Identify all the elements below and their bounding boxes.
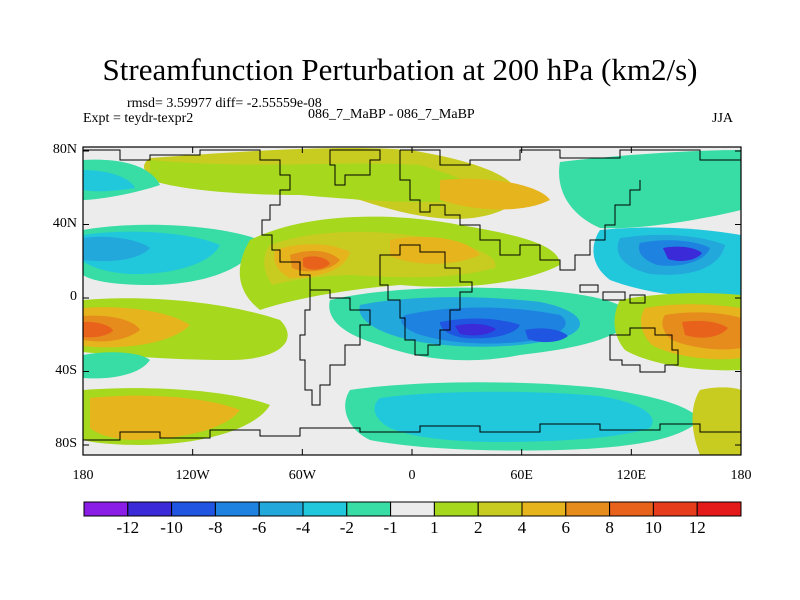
colorbar-label: -1: [383, 518, 398, 537]
coastline-outlines: [83, 149, 741, 441]
australia-outline: [609, 327, 679, 373]
field-region: [374, 391, 653, 442]
field-region: [692, 387, 741, 455]
colorbar-label: 6: [561, 518, 571, 537]
y-tick-label: 80N: [52, 142, 77, 157]
colorbar-label: 8: [605, 518, 614, 537]
colorbar-swatch: [521, 501, 567, 517]
africa-outline: [379, 244, 473, 356]
colorbar-swatch: [302, 501, 348, 517]
colorbar-label: -6: [252, 518, 267, 537]
field-region: [559, 150, 741, 229]
colorbar-label: 10: [644, 518, 662, 537]
y-tick-label: 0: [70, 289, 77, 304]
x-tick-label: 0: [408, 468, 416, 483]
north-america-outline: [83, 149, 311, 290]
colorbar-label: -4: [295, 518, 311, 537]
colorbar-label: -12: [116, 518, 140, 537]
colorbar-swatch: [214, 501, 260, 517]
y-tick-label: 40S: [55, 362, 77, 378]
colorbar-swatch: [652, 501, 698, 517]
field-region: [90, 395, 240, 440]
field-region: [150, 160, 478, 203]
colorbar-label: -2: [339, 518, 354, 537]
colorbar-swatch: [346, 501, 392, 517]
field-region: [83, 321, 113, 338]
colorbar-label: -10: [160, 518, 183, 537]
field-region: [303, 256, 330, 270]
colorbar-label: 1: [430, 518, 439, 537]
field-region: [440, 178, 550, 210]
x-tick-label: 60E: [510, 468, 533, 483]
x-tick-label: 180: [730, 468, 752, 483]
colorbar-label: -8: [208, 518, 223, 537]
x-tick-label: 120W: [175, 468, 210, 483]
contour-field: [83, 147, 741, 455]
colorbar-swatch: [258, 501, 304, 517]
colorbar: [83, 501, 742, 517]
antarctica-outline: [83, 423, 741, 441]
eurasia-outline: [399, 149, 741, 271]
indonesia-outline: [579, 284, 646, 304]
x-tick-label: 180: [72, 468, 94, 483]
field-region: [83, 170, 135, 192]
colorbar-swatch: [433, 501, 479, 517]
y-tick-label: 40N: [52, 215, 77, 231]
experiment-label: Expt = teydr-texpr2: [83, 111, 194, 126]
y-tick-label: 80S: [55, 436, 77, 451]
case-label: 086_7_MaBP - 086_7_MaBP: [308, 107, 475, 122]
map-title: Streamfunction Perturbation at 200 hPa (…: [102, 52, 698, 87]
stats-line: rmsd= 3.59977 diff= -2.55559e-08: [127, 96, 322, 111]
colorbar-label: 2: [473, 518, 483, 537]
field-region: [525, 328, 568, 343]
colorbar-swatch: [477, 501, 523, 517]
field-region: [83, 236, 150, 262]
axis-ticks: [82, 147, 742, 455]
colorbar-swatch: [83, 501, 129, 517]
x-tick-label: 120E: [616, 468, 647, 483]
colorbar-swatch: [565, 501, 611, 517]
field-region: [83, 352, 150, 379]
colorbar-swatch: [609, 501, 654, 517]
greenland-outline: [329, 149, 381, 186]
colorbar-label: 4: [517, 518, 527, 537]
field-region: [663, 246, 702, 261]
colorbar-swatch: [127, 501, 173, 517]
south-america-outline: [299, 289, 371, 406]
field-region: [455, 323, 496, 336]
colorbar-label: 12: [688, 518, 706, 537]
field-region: [390, 236, 480, 264]
x-tick-label: 60W: [288, 468, 316, 483]
colorbar-swatch: [696, 501, 742, 517]
season-label: JJA: [712, 111, 734, 126]
colorbar-swatch: [390, 501, 435, 517]
field-region: [682, 320, 728, 338]
colorbar-swatch: [171, 501, 216, 517]
